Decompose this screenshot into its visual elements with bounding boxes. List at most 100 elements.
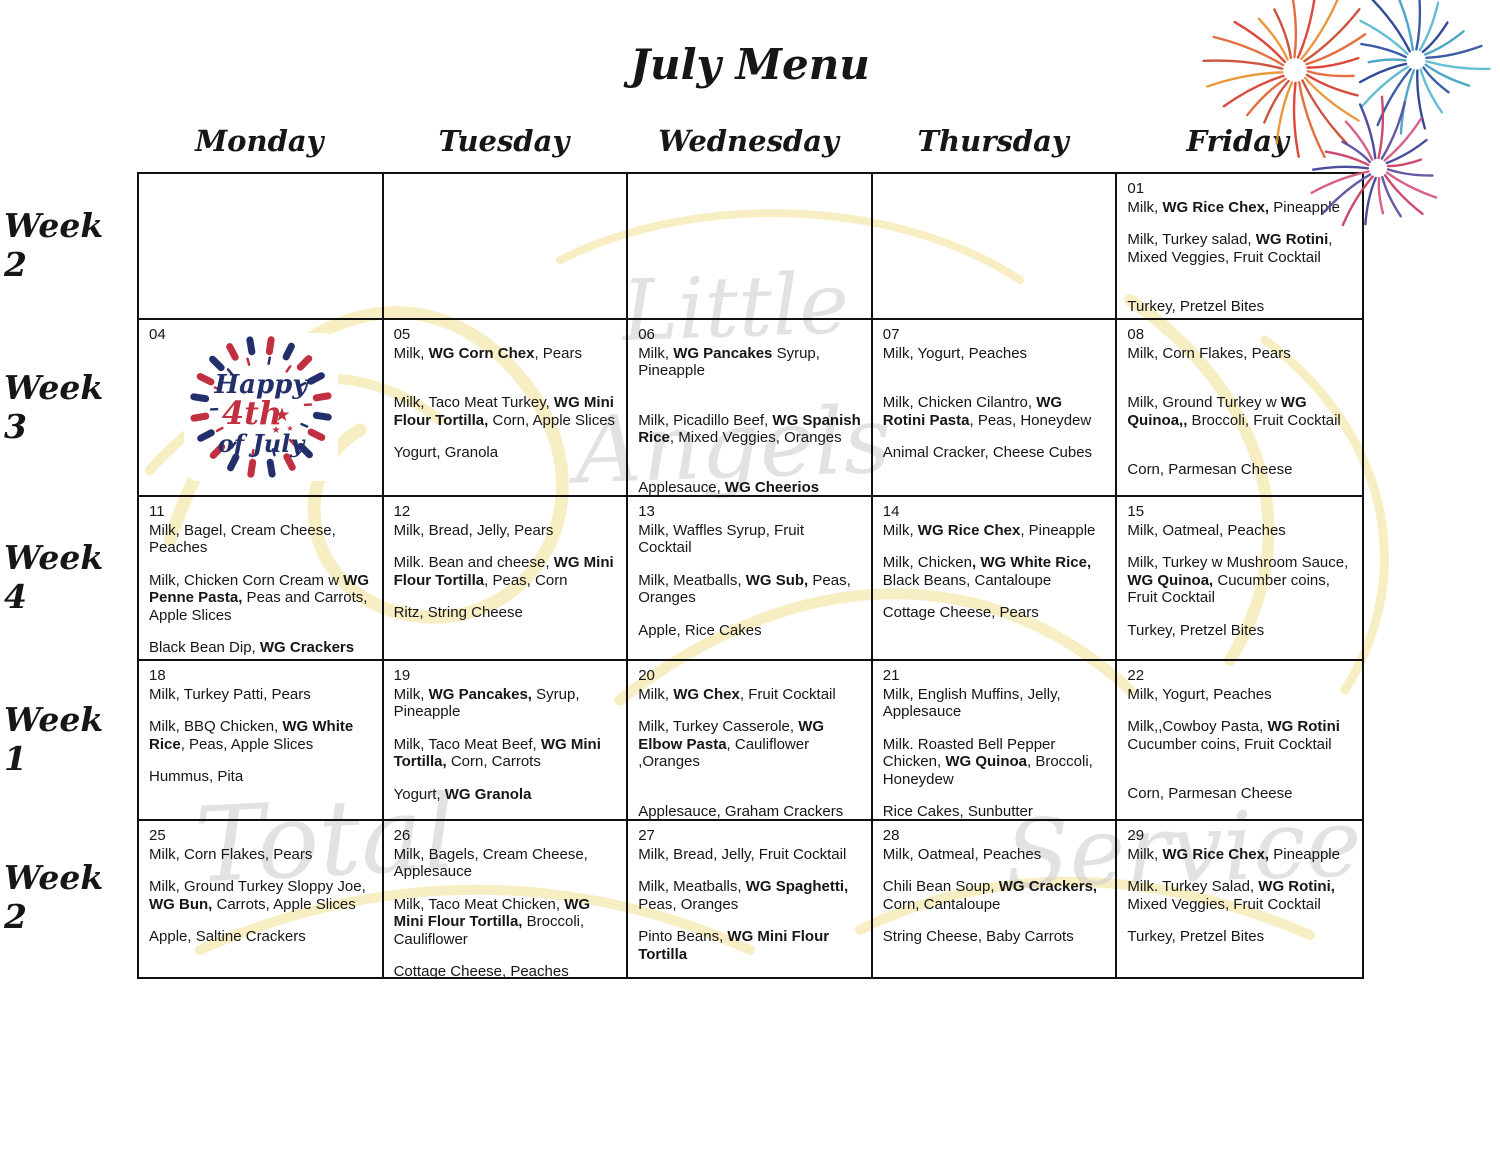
menu-line: Milk, Chicken Cilantro, WG Rotini Pasta,… <box>882 394 1092 429</box>
menu-line: Animal Cracker, Cheese Cubes <box>882 444 1093 461</box>
menu-line: Milk, Bagel, Cream Cheese, Peaches <box>149 521 336 557</box>
menu-line: Milk, Meatballs, WG Sub, Peas, Oranges <box>638 571 851 607</box>
menu-cell-04: 04 <box>139 320 384 497</box>
menu-line: Pinto Beans, WG Mini Flour Tortilla <box>638 928 830 963</box>
menu-cell-13: 13 Milk, Waffles Syrup, Fruit Cocktail Mil… <box>628 497 873 661</box>
menu-cell-01: 01 Milk, WG Rice Chex, Pineapple Milk, Tur… <box>1117 174 1362 320</box>
menu-cell-26: 26 Milk, Bagels, Cream Cheese, Applesauce… <box>384 821 629 977</box>
menu-cell-20: 20 Milk, WG Chex, Fruit Cocktail Milk, Tur… <box>628 661 873 821</box>
week-label-column: Week 2 Week 3 Week 4 Week 1 Week 2 <box>4 172 134 975</box>
week-label-row4: Week 1 <box>4 700 104 778</box>
menu-cell-29: 29 Milk, WG Rice Chex, Pineapple Milk. Tur… <box>1117 821 1362 977</box>
menu-line: Milk, BBQ Chicken, WG White Rice, Peas, … <box>149 718 354 753</box>
menu-line: Milk, Waffles Syrup, Fruit Cocktail <box>638 521 805 557</box>
menu-line: Apple, Rice Cakes <box>638 621 762 639</box>
menu-line: Milk, Ground Turkey Sloppy Joe, WG Bun, … <box>149 878 366 913</box>
menu-line: Turkey, Pretzel Bites <box>1127 621 1265 639</box>
date-number: 05 <box>393 326 411 343</box>
date-number: 20 <box>638 667 655 684</box>
menu-cell-07: 07 Milk, Yogurt, Peaches Milk, Chicken Cil… <box>872 320 1118 497</box>
badge-text-happy: Happy <box>214 370 310 400</box>
menu-line: Milk, Turkey Casserole, WG Elbow Pasta, … <box>638 718 825 770</box>
date-number: 06 <box>638 326 655 343</box>
date-number: 28 <box>882 827 900 844</box>
date-number: 12 <box>393 503 411 520</box>
menu-line: Milk, WG Rice Chex, Pineapple <box>882 521 1096 539</box>
menu-line: Applesauce, WG Cheerios <box>638 478 820 496</box>
menu-line: Milk, Meatballs, WG Spaghetti, Peas, Ora… <box>638 878 849 913</box>
menu-line: Milk, Ground Turkey w WG Quinoa,, Brocco… <box>1127 394 1341 429</box>
menu-cell-11: 11 Milk, Bagel, Cream Cheese, Peaches Milk… <box>139 497 384 661</box>
date-number: 08 <box>1127 326 1145 343</box>
menu-cell-15: 15 Milk, Oatmeal, Peaches Milk, Turkey w M… <box>1117 497 1362 661</box>
menu-line: Milk, Chicken, WG White Rice, Black Bean… <box>882 554 1092 589</box>
menu-line: Milk, WG Corn Chex, Pears <box>393 344 582 362</box>
menu-cell-18: 18 Milk, Turkey Patti, Pears Milk, BBQ Chi… <box>139 661 384 821</box>
menu-line: Milk, Turkey Patti, Pears <box>149 685 311 703</box>
menu-line: Apple, Saltine Crackers <box>149 928 306 945</box>
menu-line: Milk, Taco Meat Chicken, WG Mini Flour T… <box>393 895 591 948</box>
menu-line: String Cheese, Baby Carrots <box>882 928 1074 945</box>
menu-line: Milk, English Muffins, Jelly, Applesauce <box>882 685 1061 721</box>
menu-line: Turkey, Pretzel Bites <box>1127 298 1265 315</box>
menu-line: Cottage Cheese, Pears <box>882 604 1039 621</box>
badge-star-small-icon: ★ <box>272 425 281 436</box>
happy-4th-of-july-badge: Happy 4th ★ ★ ★ of July <box>184 333 338 481</box>
menu-line: Milk, WG Chex, Fruit Cocktail <box>638 685 836 703</box>
menu-line: Applesauce, Graham Crackers <box>638 802 844 820</box>
menu-line: Corn, Parmesan Cheese <box>1127 461 1293 478</box>
menu-line: Milk, Picadillo Beef, WG Spanish Rice, M… <box>638 411 861 447</box>
day-header-wednesday: Wednesday <box>658 124 839 158</box>
day-header-friday: Friday <box>1186 124 1289 158</box>
date-number: 01 <box>1127 180 1145 197</box>
menu-line: Milk, Yogurt, Peaches <box>1127 685 1272 703</box>
badge-text-of-july: of July <box>218 429 307 458</box>
menu-line: Milk, Chicken Corn Cream w WG Penne Past… <box>149 571 370 624</box>
menu-line: Milk, Bagels, Cream Cheese, Applesauce <box>393 845 588 881</box>
date-number: 11 <box>149 503 165 520</box>
date-number: 19 <box>393 667 411 684</box>
badge-star-tiny-icon: ★ <box>286 424 293 433</box>
menu-line: Milk, Turkey w Mushroom Sauce, WG Quinoa… <box>1127 554 1349 606</box>
menu-line: Cottage Cheese, Peaches <box>393 963 569 977</box>
week-label-row2: Week 3 <box>4 367 104 446</box>
date-number: 18 <box>149 667 166 684</box>
menu-line: Milk, Corn Flakes, Pears <box>1127 344 1291 362</box>
menu-cell-empty-r1c2 <box>383 174 629 320</box>
menu-line: Milk, Turkey salad, WG Rotini, Mixed Veg… <box>1127 231 1333 266</box>
menu-line: Milk, Corn Flakes, Pears <box>149 845 313 863</box>
menu-cell-28: 28 Milk, Oatmeal, Peaches Chili Bean Soup,… <box>873 821 1118 977</box>
menu-calendar-grid: 01 Milk, WG Rice Chex, Pineapple Milk, Tur… <box>137 172 1364 979</box>
date-number: 15 <box>1127 503 1145 520</box>
date-number: 21 <box>882 667 900 684</box>
menu-cell-empty-r1c1 <box>139 174 384 320</box>
menu-line: Milk. Turkey Salad, WG Rotini, Mixed Veg… <box>1127 878 1335 913</box>
badge-firework-dashes <box>190 336 332 478</box>
day-header-thursday: Thursday <box>917 124 1069 158</box>
badge-text-4th: 4th <box>222 394 282 432</box>
menu-line: Milk, WG Pancakes, Syrup, Pineapple <box>393 685 580 721</box>
date-number: 07 <box>882 326 900 343</box>
menu-cell-08: 08 Milk, Corn Flakes, Pears Milk, Ground T… <box>1117 320 1362 497</box>
day-header-row: Monday Tuesday Wednesday Thursday Friday <box>137 124 1360 158</box>
week-label-row3: Week 4 <box>4 538 104 616</box>
day-header-monday: Monday <box>195 124 324 158</box>
menu-cell-05: 05 Milk, WG Corn Chex, Pears Milk, Taco Me… <box>383 320 629 497</box>
menu-cell-empty-r1c3 <box>628 174 873 320</box>
menu-line: Milk,,Cowboy Pasta, WG Rotini Cucumber c… <box>1127 718 1340 753</box>
menu-line: Yogurt, WG Granola <box>393 785 532 803</box>
menu-line: Rice Cakes, Sunbutter <box>882 803 1033 820</box>
week-label-row5: Week 2 <box>4 858 104 936</box>
menu-line: Milk, WG Pancakes Syrup, Pineapple <box>638 344 820 380</box>
menu-line: Milk, Bread, Jelly, Pears <box>393 521 554 539</box>
date-number: 26 <box>393 827 411 844</box>
menu-line: Ritz, String Cheese <box>393 604 523 621</box>
date-number: 27 <box>638 827 655 844</box>
menu-cell-empty-r1c4 <box>872 174 1118 320</box>
menu-cell-21: 21 Milk, English Muffins, Jelly, Applesau… <box>872 661 1118 821</box>
menu-line: Chili Bean Soup, WG Crackers, Corn, Cant… <box>882 878 1098 913</box>
menu-line: Milk, Yogurt, Peaches <box>882 344 1028 362</box>
menu-cell-22: 22 Milk, Yogurt, Peaches Milk,,Cowboy Past… <box>1117 661 1362 821</box>
menu-line: Milk. Bean and cheese, WG Mini Flour Tor… <box>393 554 614 589</box>
